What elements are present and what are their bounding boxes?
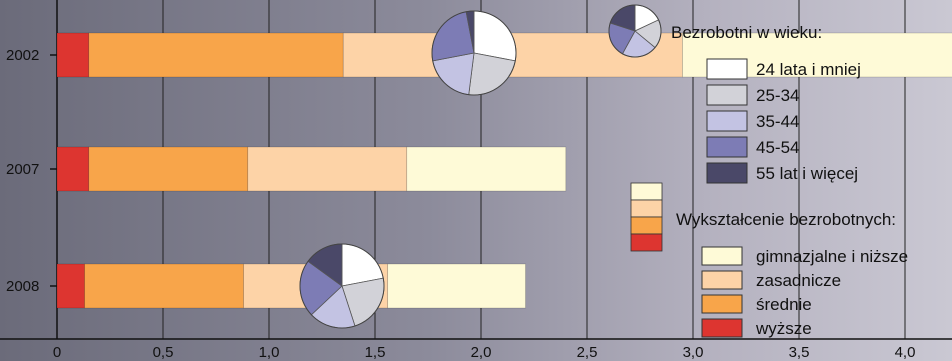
legend-swatch <box>701 246 743 266</box>
bar-segment <box>56 32 90 78</box>
pie-slice <box>473 10 517 62</box>
pie-outline <box>431 10 517 96</box>
pie-outline <box>608 4 662 58</box>
legend-label: 55 lat i więcej <box>756 164 858 183</box>
x-tick-label: 0,5 <box>153 344 174 361</box>
x-tick-label: 3,5 <box>789 344 810 361</box>
legend-swatch <box>701 294 743 314</box>
legend-stack-icon-segment <box>630 199 663 218</box>
bar-segment <box>88 32 344 78</box>
legend-swatch <box>706 58 748 80</box>
x-tick-label: 2,0 <box>471 344 492 361</box>
legend-label: 35-44 <box>756 112 799 131</box>
bar-segment <box>84 263 244 309</box>
legend-stack-icon-segment <box>630 216 663 235</box>
bar-legend-title: Wykształcenie bezrobotnych: <box>676 210 896 229</box>
legend-label: zasadnicze <box>756 271 841 290</box>
pie-slice <box>468 52 516 96</box>
legend-swatch <box>706 136 748 158</box>
pie-outline <box>299 243 385 329</box>
category-label: 2008 <box>6 278 39 295</box>
legend-swatch <box>701 318 743 338</box>
x-tick-label: 3,0 <box>683 344 704 361</box>
legend-stack-icon-segment <box>630 182 663 201</box>
x-tick-label: 1,0 <box>259 344 280 361</box>
pie-chart <box>299 243 385 329</box>
bar-segment <box>88 146 249 192</box>
pie-chart <box>431 10 517 96</box>
legend-swatch <box>706 110 748 132</box>
x-tick-label: 1,5 <box>365 344 386 361</box>
category-label: 2007 <box>6 161 39 178</box>
bar-segment <box>247 146 408 192</box>
bar-segment <box>56 146 90 192</box>
legend-label: 24 lata i mniej <box>756 60 861 79</box>
legend-swatch <box>706 162 748 184</box>
category-label: 2002 <box>6 47 39 64</box>
legend-label: wyższe <box>755 319 812 338</box>
legend-swatch <box>701 270 743 290</box>
x-tick-label: 4,0 <box>895 344 916 361</box>
x-tick-label: 2,5 <box>577 344 598 361</box>
legend-label: gimnazjalne i niższe <box>756 247 908 266</box>
legend-swatch <box>706 84 748 106</box>
legend-label: 45-54 <box>756 138 799 157</box>
legend-pie-icon <box>608 4 662 58</box>
legend-label: 25-34 <box>756 86 799 105</box>
bar-segment <box>387 263 526 309</box>
legend-stack-icon-segment <box>630 233 663 252</box>
pie-legend-title: Bezrobotni w wieku: <box>671 23 822 42</box>
legend-label: średnie <box>756 295 812 314</box>
bar-segment <box>56 263 85 309</box>
bar-segment <box>406 146 567 192</box>
x-tick-label: 0 <box>53 344 61 361</box>
